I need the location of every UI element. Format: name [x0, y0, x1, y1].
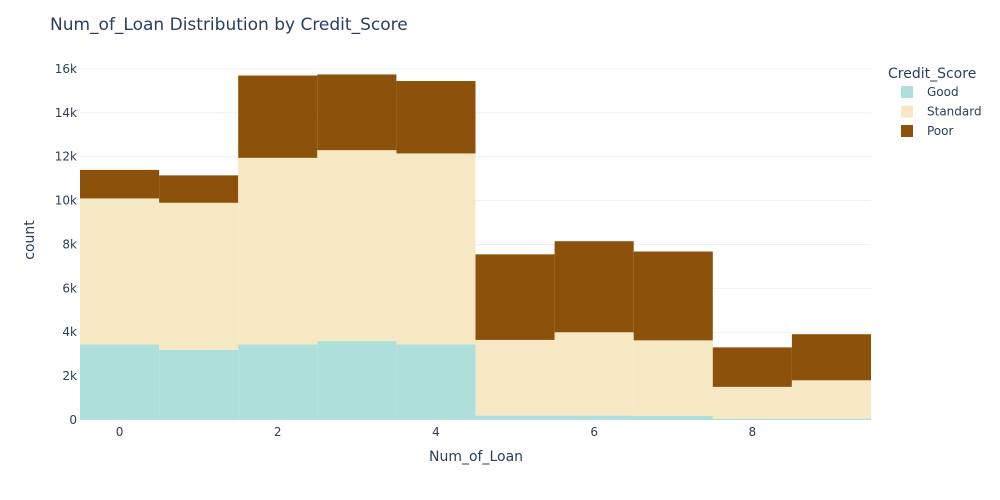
- bar-good-8: [712, 418, 792, 420]
- y-tick-label: 14k: [55, 106, 77, 120]
- bar-good-4: [396, 344, 476, 420]
- bar-good-9: [791, 418, 871, 420]
- x-tick-label: 2: [274, 425, 282, 439]
- legend: Credit_Score Good Standard Poor: [888, 66, 982, 138]
- legend-swatch-standard: [901, 105, 913, 118]
- legend-swatch-good: [901, 86, 913, 98]
- y-tick-label: 16k: [55, 62, 77, 76]
- bar-standard-6: [554, 332, 634, 416]
- x-tick-label: 8: [749, 425, 757, 439]
- bar-standard-9: [791, 380, 871, 419]
- y-tick-label: 12k: [55, 150, 77, 164]
- y-tick-label: 6k: [62, 281, 77, 295]
- bar-standard-7: [633, 340, 713, 417]
- legend-swatch-poor: [901, 125, 913, 137]
- x-axis-ticks: 0 2 4 6 8: [116, 425, 756, 439]
- legend-item-good: Good: [927, 85, 959, 99]
- x-axis-label: Num_of_Loan: [429, 449, 523, 465]
- bar-good-7: [633, 416, 713, 420]
- y-tick-label: 10k: [55, 194, 77, 208]
- bar-good-1: [159, 349, 239, 420]
- bar-good-0: [80, 344, 160, 420]
- bar-poor-2: [238, 75, 318, 158]
- bar-poor-3: [317, 74, 397, 151]
- y-tick-label: 0: [69, 413, 77, 427]
- x-tick-label: 0: [116, 425, 124, 439]
- y-tick-label: 8k: [62, 237, 77, 251]
- bar-poor-8: [712, 347, 792, 387]
- bar-poor-4: [396, 81, 476, 154]
- x-tick-label: 6: [590, 425, 598, 439]
- legend-title: Credit_Score: [888, 66, 976, 82]
- bar-good-3: [317, 341, 397, 420]
- y-axis-label: count: [22, 220, 38, 260]
- bar-poor-7: [633, 251, 713, 341]
- bar-standard-1: [159, 202, 239, 350]
- bar-poor-5: [475, 254, 555, 340]
- bar-standard-3: [317, 150, 397, 342]
- bar-good-2: [238, 344, 318, 420]
- chart-title: Num_of_Loan Distribution by Credit_Score: [50, 15, 408, 35]
- y-axis-ticks: 0 2k 4k 6k 8k 10k 12k 14k 16k: [55, 62, 77, 427]
- bar-poor-1: [159, 175, 239, 203]
- legend-item-poor: Poor: [927, 124, 953, 138]
- bar-standard-8: [712, 386, 792, 419]
- bar-poor-0: [80, 169, 160, 199]
- legend-item-standard: Standard: [927, 105, 982, 119]
- bar-poor-6: [554, 241, 634, 333]
- bar-good-6: [554, 415, 634, 420]
- bar-standard-0: [80, 198, 160, 345]
- y-tick-label: 2k: [62, 369, 77, 383]
- bars: [80, 74, 871, 420]
- bar-poor-9: [791, 334, 871, 381]
- bar-good-5: [475, 415, 555, 420]
- bar-standard-2: [238, 157, 318, 345]
- bar-standard-4: [396, 153, 476, 345]
- y-tick-label: 4k: [62, 325, 77, 339]
- x-tick-label: 4: [432, 425, 440, 439]
- bar-standard-5: [475, 339, 555, 416]
